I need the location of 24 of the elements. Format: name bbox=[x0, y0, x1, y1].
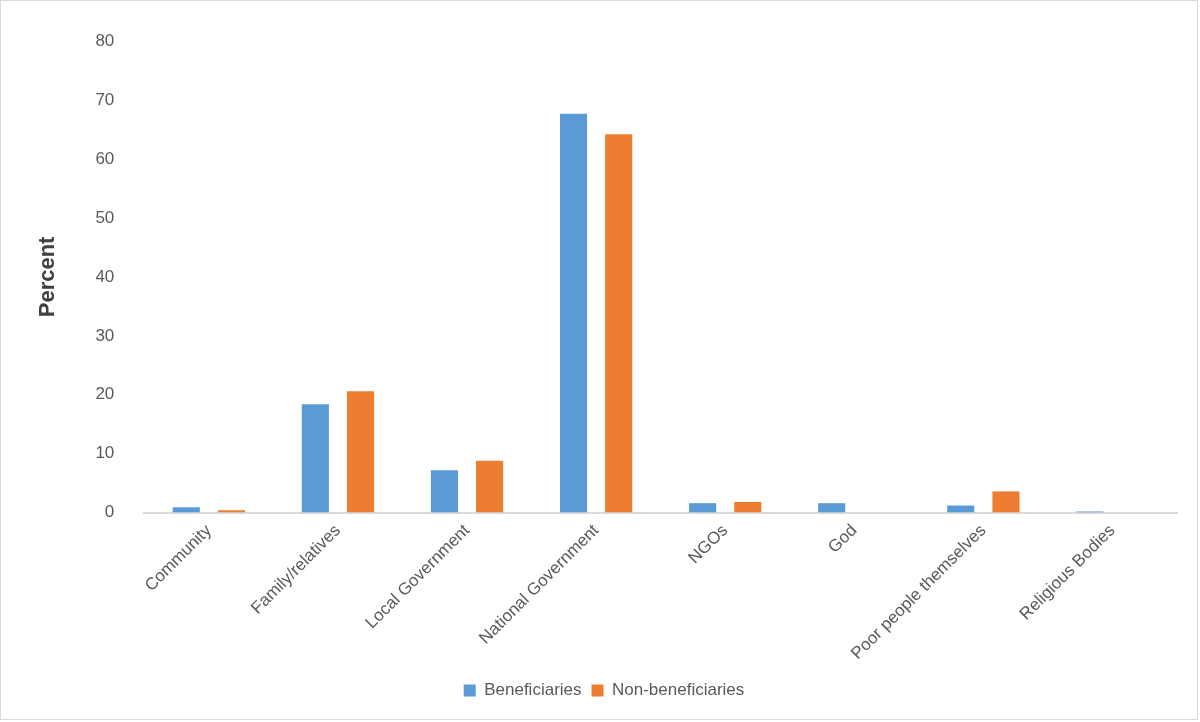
bar bbox=[559, 113, 588, 513]
y-tick-label: 10 bbox=[95, 443, 115, 463]
bar bbox=[734, 502, 762, 513]
y-axis-title: Percent bbox=[34, 235, 60, 318]
x-tick-label: God bbox=[824, 520, 861, 557]
bar bbox=[476, 460, 504, 513]
bar bbox=[689, 503, 717, 513]
y-tick-label: 50 bbox=[95, 207, 115, 227]
legend-label: Beneficiaries bbox=[484, 680, 582, 700]
bar bbox=[992, 491, 1020, 513]
y-tick-label: 20 bbox=[95, 384, 115, 404]
bar bbox=[430, 470, 458, 513]
legend-label: Non-beneficiaries bbox=[612, 680, 745, 700]
bar bbox=[605, 134, 633, 513]
y-tick-label: 80 bbox=[95, 30, 115, 50]
bar bbox=[172, 507, 200, 513]
y-tick-label: 30 bbox=[95, 325, 115, 345]
y-tick-label: 70 bbox=[95, 89, 115, 109]
y-tick-label: 40 bbox=[95, 266, 115, 286]
bar bbox=[301, 404, 329, 513]
y-tick-label: 0 bbox=[104, 502, 115, 522]
bar bbox=[346, 391, 375, 513]
bar bbox=[818, 503, 846, 513]
y-tick-label: 60 bbox=[95, 148, 115, 168]
